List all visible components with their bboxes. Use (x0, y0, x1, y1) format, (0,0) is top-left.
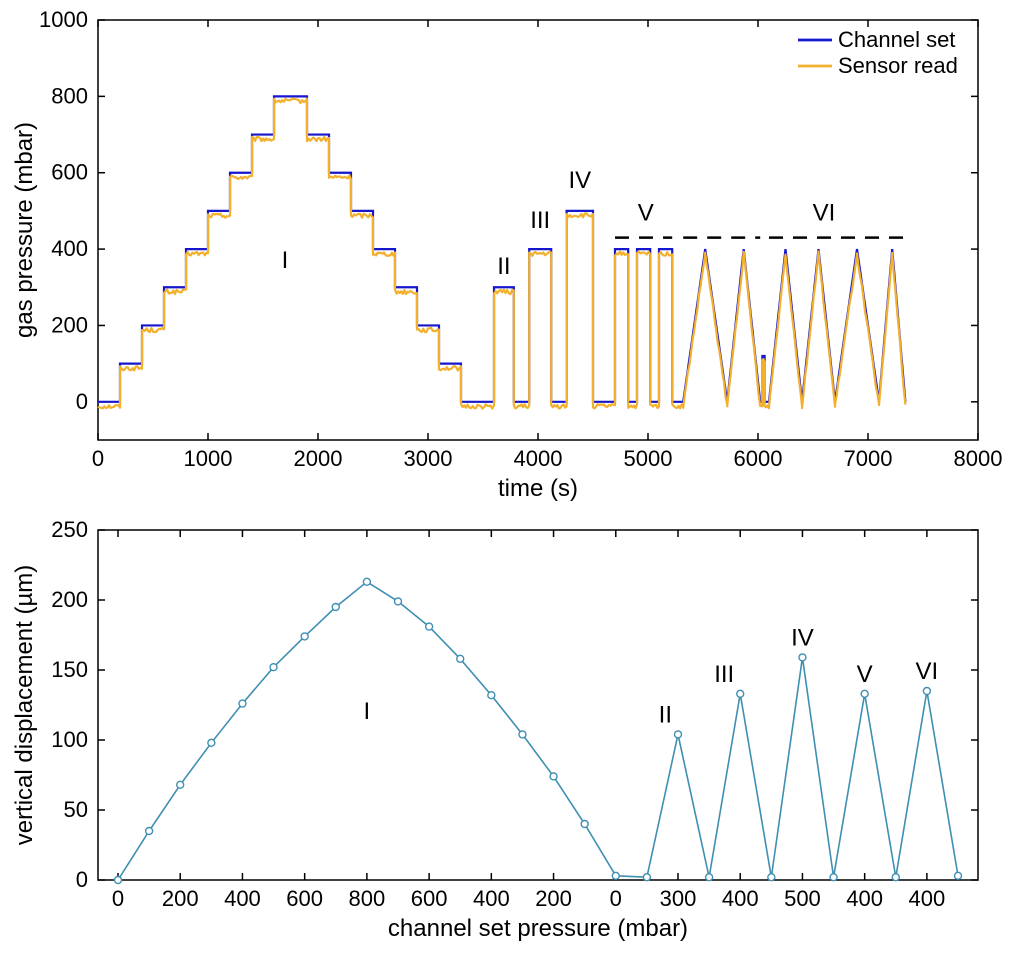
bottom-ytick-label: 0 (76, 867, 88, 892)
bottom-roman-label: V (857, 661, 873, 688)
bottom-xtick-label: 600 (286, 886, 323, 911)
bottom-xtick-label: 400 (224, 886, 261, 911)
bottom-marker (550, 773, 557, 780)
bottom-marker (115, 877, 122, 884)
bottom-marker (861, 690, 868, 697)
legend-label: Sensor read (838, 53, 958, 78)
bottom-marker (146, 828, 153, 835)
bottom-ytick-label: 50 (64, 797, 88, 822)
bottom-marker (177, 781, 184, 788)
bottom-marker (426, 623, 433, 630)
bottom-marker (395, 598, 402, 605)
top-roman-label: III (530, 207, 550, 234)
bottom-roman-label: II (659, 701, 672, 728)
bottom-marker (208, 739, 215, 746)
bottom-marker (923, 688, 930, 695)
bottom-marker (301, 633, 308, 640)
bottom-xtick-label: 400 (722, 886, 759, 911)
top-xtick-label: 7000 (844, 446, 893, 471)
bottom-marker (239, 700, 246, 707)
bottom-marker (830, 874, 837, 881)
top-legend: Channel setSensor read (798, 27, 958, 78)
bottom-xtick-label: 400 (473, 886, 510, 911)
bottom-xtick-label: 800 (349, 886, 386, 911)
bottom-series-line (118, 582, 958, 880)
bottom-marker (519, 731, 526, 738)
bottom-ytick-label: 150 (51, 657, 88, 682)
top-roman-label: VI (813, 199, 836, 226)
bottom-marker (488, 692, 495, 699)
bottom-xtick-label: 200 (162, 886, 199, 911)
bottom-marker (768, 874, 775, 881)
bottom-marker (270, 664, 277, 671)
bottom-xtick-label: 400 (909, 886, 946, 911)
bottom-marker (892, 874, 899, 881)
top-ytick-label: 1000 (39, 7, 88, 32)
bottom-marker (737, 690, 744, 697)
top-xlabel: time (s) (498, 475, 578, 502)
bottom-ytick-label: 100 (51, 727, 88, 752)
top-xtick-label: 6000 (734, 446, 783, 471)
top-ytick-label: 600 (51, 160, 88, 185)
figure-svg: 0100020003000400050006000700080000200400… (0, 0, 1024, 954)
top-xtick-label: 5000 (624, 446, 673, 471)
top-xtick-label: 3000 (404, 446, 453, 471)
top-roman-label: V (638, 199, 654, 226)
bottom-roman-label: VI (916, 658, 939, 685)
bottom-marker (363, 578, 370, 585)
bottom-ytick-label: 250 (51, 517, 88, 542)
bottom-marker (675, 731, 682, 738)
bottom-xlabel: channel set pressure (mbar) (388, 915, 688, 942)
bottom-xtick-label: 0 (610, 886, 622, 911)
bottom-marker (581, 821, 588, 828)
top-roman-label: IV (568, 167, 591, 194)
bottom-marker (332, 604, 339, 611)
top-roman-label: I (282, 247, 289, 274)
top-chart: 0 1000 2000 3000 4000 5000 6000 7000 8000 0 200 400… (11, 7, 1002, 502)
legend-label: Channel set (838, 27, 955, 52)
top-xtick-label: 4000 (514, 446, 563, 471)
top-ytick-label: 800 (51, 83, 88, 108)
bottom-roman-label: IV (791, 624, 814, 651)
bottom-chart: 0 50 100 150 200 250 0 200 400 600 800 600 400 200 0 30… (11, 517, 978, 942)
bottom-roman-label: I (364, 698, 371, 725)
bottom-xtick-label: 400 (846, 886, 883, 911)
bottom-ylabel: vertical displacement (µm) (11, 565, 38, 846)
bottom-marker (612, 872, 619, 879)
top-ytick-label: 400 (51, 236, 88, 261)
top-ytick-label: 200 (51, 312, 88, 337)
bottom-xtick-label: 500 (784, 886, 821, 911)
bottom-marker (457, 655, 464, 662)
top-xtick-label: 2000 (294, 446, 343, 471)
bottom-xtick-label: 300 (660, 886, 697, 911)
bottom-ytick-label: 200 (51, 587, 88, 612)
top-xtick-label: 0 (92, 446, 104, 471)
top-roman-label: II (497, 253, 510, 280)
bottom-xtick-label: 200 (535, 886, 572, 911)
top-xtick-label: 1000 (184, 446, 233, 471)
bottom-xtick-label: 600 (411, 886, 448, 911)
bottom-marker (706, 874, 713, 881)
bottom-marker (799, 654, 806, 661)
top-xtick-label: 8000 (954, 446, 1003, 471)
bottom-roman-label: III (714, 661, 734, 688)
bottom-xtick-label: 0 (112, 886, 124, 911)
bottom-marker (643, 874, 650, 881)
bottom-marker (955, 872, 962, 879)
top-ylabel: gas pressure (mbar) (11, 122, 38, 338)
bottom-plot-box (98, 530, 978, 880)
top-ytick-label: 0 (76, 389, 88, 414)
series-channel-set (98, 96, 905, 401)
